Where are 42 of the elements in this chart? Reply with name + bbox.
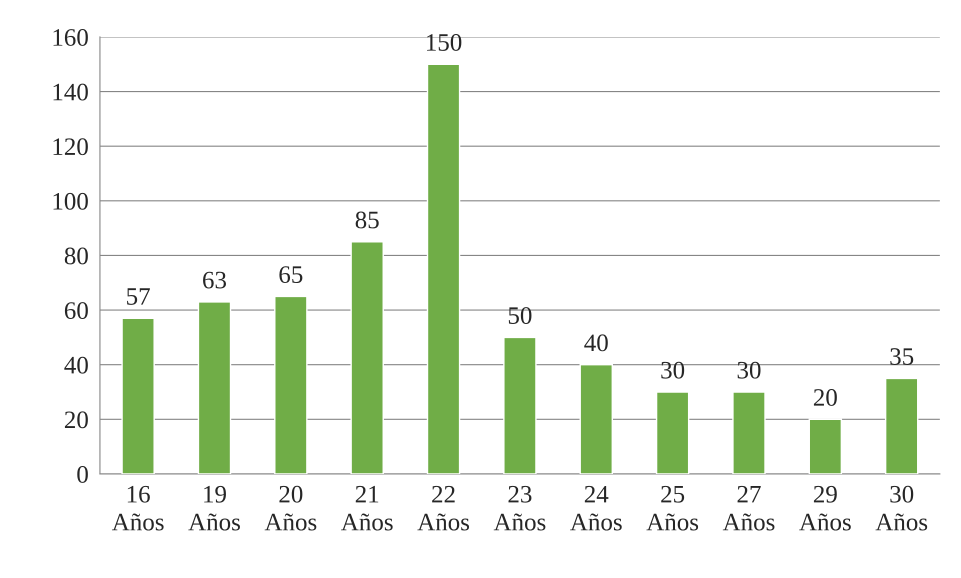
bar (808, 418, 842, 474)
x-tick-label: 25 Años (646, 486, 698, 531)
data-label: 150 (426, 34, 462, 51)
bar (884, 378, 918, 474)
y-tick-label: 60 (64, 302, 88, 320)
data-label: 20 (814, 389, 837, 406)
bar (426, 64, 460, 474)
bar (198, 301, 232, 474)
data-label: 85 (356, 212, 379, 228)
x-tick-label: 29 Años (799, 486, 851, 531)
y-tick-label: 0 (77, 466, 88, 483)
bar (732, 391, 766, 474)
x-tick-label: 21 Años (341, 486, 393, 531)
data-label: 65 (279, 266, 302, 284)
y-tick-label: 140 (54, 84, 88, 101)
data-label: 50 (508, 307, 532, 324)
bar (274, 296, 308, 474)
y-tick-label: 160 (54, 29, 88, 46)
x-tick-label: 24 Años (570, 486, 622, 531)
y-tick-label: 80 (64, 248, 88, 264)
y-tick-label: 120 (54, 138, 88, 156)
data-label: 63 (203, 272, 226, 288)
data-label: 35 (890, 348, 914, 365)
data-label: 30 (738, 362, 761, 379)
x-tick-label: 19 Años (188, 486, 240, 531)
bar (656, 391, 690, 474)
x-tick-label: 16 Años (112, 486, 164, 531)
data-label: 30 (661, 362, 684, 379)
data-label: 40 (584, 334, 608, 352)
data-label: 57 (127, 288, 150, 305)
x-tick-label: 23 Años (494, 486, 546, 531)
bar (121, 318, 155, 474)
bar (580, 364, 613, 474)
x-tick-label: 20 Años (264, 486, 316, 531)
x-tick-label: 30 Años (876, 486, 928, 531)
y-tick-label: 40 (64, 356, 88, 374)
bar (350, 241, 384, 474)
y-tick-label: 100 (54, 192, 88, 210)
bar (503, 336, 537, 474)
x-tick-label: 22 Años (417, 486, 470, 531)
y-tick-label: 20 (64, 411, 88, 428)
x-tick-label: 27 Años (722, 486, 774, 531)
